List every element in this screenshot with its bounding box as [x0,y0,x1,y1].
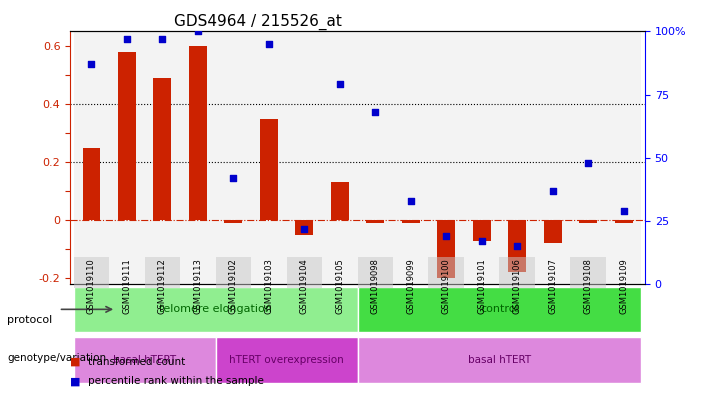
Text: GSM1019099: GSM1019099 [407,258,415,314]
Text: control: control [480,304,519,314]
Text: genotype/variation: genotype/variation [7,353,106,363]
Point [299,225,310,231]
Bar [571,257,606,288]
Bar [118,52,136,220]
FancyBboxPatch shape [216,337,358,383]
Text: GSM1019108: GSM1019108 [584,258,592,314]
Bar [180,31,216,284]
Point [121,36,132,42]
Bar [544,220,562,243]
Bar [579,220,597,223]
Bar [83,148,100,220]
Point [157,36,168,42]
Point [405,198,416,204]
Point [86,61,97,68]
Bar [393,31,428,284]
Text: GSM1019112: GSM1019112 [158,258,167,314]
Bar [571,31,606,284]
Bar [473,220,491,241]
Bar [499,257,535,288]
Point [334,81,346,88]
Bar [224,220,242,223]
Text: GSM1019104: GSM1019104 [300,258,308,314]
Text: GSM1019100: GSM1019100 [442,258,451,314]
Text: protocol: protocol [7,315,53,325]
Bar [358,31,393,284]
FancyBboxPatch shape [74,286,358,332]
Point [547,187,558,194]
Point [192,28,203,35]
FancyBboxPatch shape [358,286,641,332]
Bar [615,220,632,223]
Bar [428,31,464,284]
Bar [74,257,109,288]
Bar [154,78,171,220]
Text: ■: ■ [70,356,81,367]
Bar [144,257,180,288]
Text: basal hTERT: basal hTERT [113,355,176,365]
Text: GSM1019103: GSM1019103 [264,258,273,314]
Bar [260,119,278,220]
Bar [287,31,322,284]
Bar [464,31,499,284]
Bar [437,220,455,278]
Bar [74,31,109,284]
Bar [402,220,420,223]
Point [512,243,523,249]
Bar [331,182,348,220]
Bar [535,31,571,284]
Bar [358,257,393,288]
Bar [287,257,322,288]
Bar [295,220,313,235]
Bar [508,220,526,272]
Text: GSM1019105: GSM1019105 [335,258,344,314]
Text: GSM1019113: GSM1019113 [193,258,203,314]
Text: GSM1019110: GSM1019110 [87,258,96,314]
Bar [216,31,251,284]
Bar [322,31,358,284]
Text: ■: ■ [70,376,81,386]
Point [369,109,381,116]
Bar [606,31,641,284]
Point [476,238,487,244]
Text: hTERT overexpression: hTERT overexpression [229,355,344,365]
Text: telomere elongation: telomere elongation [159,304,272,314]
Text: GSM1019102: GSM1019102 [229,258,238,314]
Bar [367,220,384,223]
FancyBboxPatch shape [74,337,216,383]
Bar [109,31,144,284]
Point [618,208,629,214]
Text: GSM1019101: GSM1019101 [477,258,486,314]
Bar [251,31,287,284]
Bar [428,257,464,288]
Text: GSM1019106: GSM1019106 [512,258,522,314]
Text: GSM1019109: GSM1019109 [619,258,628,314]
Point [228,175,239,181]
Text: GSM1019107: GSM1019107 [548,258,557,314]
Bar [144,31,180,284]
Text: percentile rank within the sample: percentile rank within the sample [88,376,264,386]
Text: basal hTERT: basal hTERT [468,355,531,365]
Bar [499,31,535,284]
Bar [216,257,251,288]
Text: GSM1019111: GSM1019111 [123,258,131,314]
Text: transformed count: transformed count [88,356,185,367]
Point [583,160,594,166]
Bar [189,46,207,220]
FancyBboxPatch shape [358,337,641,383]
Point [263,41,274,47]
Text: GDS4964 / 215526_at: GDS4964 / 215526_at [174,14,341,30]
Text: GSM1019098: GSM1019098 [371,258,380,314]
Point [441,233,452,239]
